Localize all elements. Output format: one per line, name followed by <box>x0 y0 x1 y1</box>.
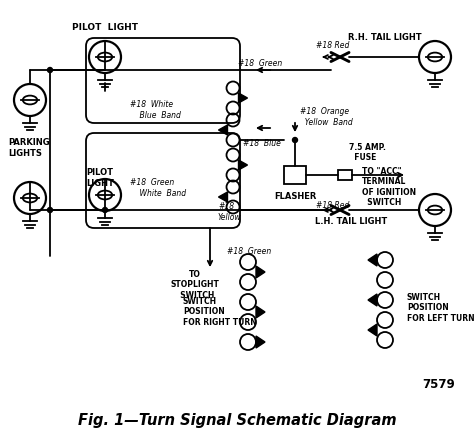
Polygon shape <box>238 160 247 170</box>
Polygon shape <box>368 294 377 306</box>
Text: 7.5 AMP.
  FUSE: 7.5 AMP. FUSE <box>349 143 386 162</box>
Text: #18  White
    Blue  Band: #18 White Blue Band <box>130 100 181 120</box>
Text: R.H. TAIL LIGHT: R.H. TAIL LIGHT <box>348 33 422 42</box>
Polygon shape <box>256 336 265 348</box>
Circle shape <box>47 207 53 212</box>
Circle shape <box>47 67 53 73</box>
Polygon shape <box>368 254 377 266</box>
Circle shape <box>292 137 298 143</box>
Polygon shape <box>256 306 265 318</box>
Text: SWITCH
POSITION
FOR LEFT TURN: SWITCH POSITION FOR LEFT TURN <box>407 293 474 323</box>
Text: #18  Green: #18 Green <box>227 248 271 256</box>
Text: #18  Green
    White  Band: #18 Green White Band <box>130 178 186 198</box>
Circle shape <box>102 207 108 212</box>
Text: SWITCH
POSITION
FOR RIGHT TURN: SWITCH POSITION FOR RIGHT TURN <box>183 297 257 327</box>
Text: PARKING
LIGHTS: PARKING LIGHTS <box>8 138 50 158</box>
Polygon shape <box>368 324 377 336</box>
Text: L.H. TAIL LIGHT: L.H. TAIL LIGHT <box>315 218 387 227</box>
Text: TO
STOPLIGHT
  SWITCH: TO STOPLIGHT SWITCH <box>171 270 219 300</box>
Polygon shape <box>256 266 265 278</box>
Text: FLASHER: FLASHER <box>274 192 316 201</box>
Text: #18
Yellow: #18 Yellow <box>218 202 242 222</box>
Polygon shape <box>219 192 228 202</box>
Text: TO "ACC"
TERMINAL
OF IGNITION
  SWITCH: TO "ACC" TERMINAL OF IGNITION SWITCH <box>362 167 416 207</box>
Text: PILOT
LIGHT: PILOT LIGHT <box>86 168 114 188</box>
Bar <box>338 170 352 180</box>
Text: #18  Orange
  Yellow  Band: #18 Orange Yellow Band <box>300 107 353 127</box>
Text: #18 Red: #18 Red <box>316 201 349 210</box>
Text: #18 Red: #18 Red <box>316 41 349 50</box>
Text: 7579: 7579 <box>422 379 455 392</box>
Text: PILOT  LIGHT: PILOT LIGHT <box>72 24 138 33</box>
Polygon shape <box>219 125 228 135</box>
Text: #18  Green: #18 Green <box>238 58 282 67</box>
Text: #18  Blue: #18 Blue <box>243 139 281 148</box>
Text: Fig. 1—Turn Signal Schematic Diagram: Fig. 1—Turn Signal Schematic Diagram <box>78 413 396 428</box>
Bar <box>284 166 306 184</box>
Polygon shape <box>238 93 247 103</box>
